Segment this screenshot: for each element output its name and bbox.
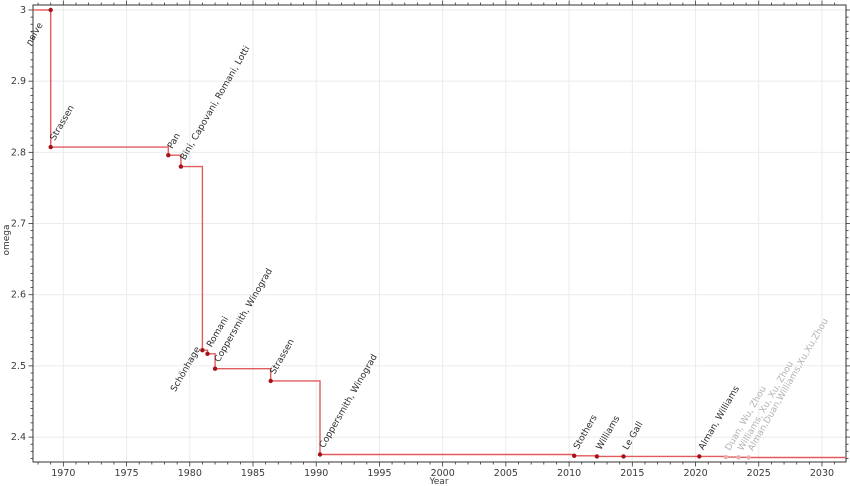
x-tick-label: 1985 [241, 468, 265, 479]
data-point-cw1990 [317, 452, 323, 457]
point-label-pan: Pan [166, 132, 183, 151]
y-tick-label: 2.4 [11, 432, 26, 443]
y-tick-label: 2.7 [11, 219, 26, 230]
x-tick-label: 2000 [431, 468, 455, 479]
point-label-legall: Le Gall [621, 420, 645, 452]
x-axis-label: Year [428, 477, 448, 486]
data-point-stothers [572, 453, 577, 458]
point-label-strassen1969: Strassen [49, 104, 77, 143]
data-point-cw1981 [212, 366, 218, 371]
y-tick-label: 2.9 [11, 76, 26, 87]
point-label-wxxz: Williams, Xu, Xu, Zhou [736, 360, 795, 453]
x-tick-label: 1995 [367, 468, 391, 479]
data-point-pan [166, 153, 171, 158]
data-point-bini [178, 164, 184, 169]
data-point-williams [594, 454, 600, 459]
point-label-schonhage: Schönhage [169, 345, 203, 394]
data-point-adwxxz [746, 455, 751, 460]
x-tick-label: 2025 [747, 468, 771, 479]
plot-border [32, 4, 847, 463]
x-tick-label: 1990 [304, 468, 328, 479]
point-label-cw1990: Coppersmith, Winograd [318, 353, 380, 450]
x-tick-label: 2030 [810, 468, 834, 479]
x-tick-label: 2020 [683, 468, 707, 479]
point-label-strassen1986: Strassen [269, 338, 297, 377]
data-point-schonhage [200, 348, 205, 353]
data-point-naive [48, 7, 53, 13]
y-tick-label: 3 [20, 5, 26, 16]
y-tick-label: 2.5 [11, 361, 26, 372]
data-point-duan [723, 454, 729, 460]
y-tick-label: 2.6 [11, 290, 26, 301]
x-tick-label: 1980 [178, 468, 202, 479]
data-point-legall [621, 454, 626, 459]
y-axis-label: omega [2, 224, 12, 255]
gridlines [33, 5, 846, 462]
data-point-wxxz [736, 455, 741, 460]
y-tick-label: 2.8 [11, 147, 26, 158]
x-tick-label: 1970 [51, 468, 75, 479]
x-tick-label: 2010 [557, 468, 581, 479]
x-tick-label: 2005 [494, 468, 518, 479]
x-tick-label: 1975 [114, 468, 138, 479]
point-label-naive: naive [25, 21, 46, 48]
data-point-strassen1986 [268, 378, 273, 384]
data-point-strassen1969 [48, 144, 53, 150]
step-line [32, 9, 846, 459]
data-point-romani [205, 351, 210, 356]
x-tick-label: 2015 [620, 468, 644, 479]
tick-labels: 1970 1975 1980 1985 1990 1995 2000 2005 2010 2015… [11, 5, 834, 479]
data-series [32, 7, 846, 460]
data-point-alman [697, 454, 702, 459]
